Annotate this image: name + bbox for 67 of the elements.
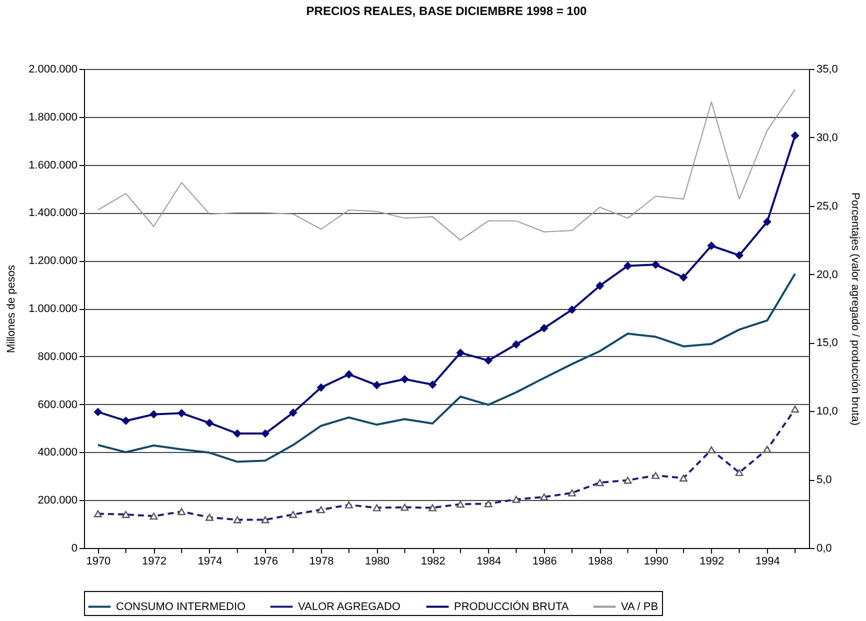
point bbox=[150, 410, 158, 418]
chart-title: PRECIOS REALES, BASE DICIEMBRE 1998 = 100 bbox=[306, 4, 588, 18]
x-tick-label: 1972 bbox=[142, 556, 166, 568]
y2-axis-title: Porcentajes (valor agregado / producción bruta) bbox=[848, 192, 861, 426]
point bbox=[791, 132, 800, 140]
y2-tick-label: 5,0 bbox=[816, 474, 832, 486]
point bbox=[568, 306, 576, 314]
point bbox=[122, 416, 130, 425]
point bbox=[206, 419, 214, 427]
point bbox=[707, 242, 716, 250]
x-tick-label: 1980 bbox=[365, 556, 390, 568]
point bbox=[289, 408, 298, 417]
y2-tick-label: 20,0 bbox=[816, 268, 838, 281]
point bbox=[428, 380, 437, 389]
x-tick-label: 1974 bbox=[198, 556, 222, 568]
point bbox=[94, 408, 102, 416]
y-axis-title: Millones de pesos bbox=[6, 264, 18, 354]
legend-label: VALOR AGREGADO bbox=[298, 600, 401, 613]
point bbox=[233, 430, 242, 438]
y-tick-label: 200.000 bbox=[38, 494, 78, 507]
line-series bbox=[96, 272, 796, 463]
y2-tick-label: 10,0 bbox=[816, 406, 838, 418]
y-tick-label: 400.000 bbox=[38, 446, 78, 459]
point bbox=[178, 409, 186, 418]
point bbox=[680, 273, 688, 282]
point bbox=[624, 262, 632, 270]
y-tick-label: 2.000.000 bbox=[28, 64, 78, 76]
point bbox=[540, 324, 548, 332]
y-tick-label: 1.000.000 bbox=[28, 303, 78, 315]
point bbox=[344, 370, 353, 378]
x-tick-label: 1978 bbox=[309, 556, 334, 568]
point bbox=[372, 381, 381, 390]
y-tick-label: 0 bbox=[71, 542, 78, 554]
point bbox=[261, 430, 270, 438]
point bbox=[763, 218, 772, 226]
y-tick-label: 800.000 bbox=[38, 350, 78, 363]
y-tick-label: 1.200.000 bbox=[28, 255, 78, 268]
legend-label: CONSUMO INTERMEDIO bbox=[116, 600, 246, 613]
y-tick-label: 1.600.000 bbox=[28, 159, 78, 172]
point bbox=[456, 348, 464, 357]
point bbox=[735, 251, 744, 260]
y-tick-label: 1.400.000 bbox=[28, 207, 78, 220]
y2-tick-label: 25,0 bbox=[816, 200, 838, 212]
x-tick-label: 1994 bbox=[755, 556, 780, 568]
point bbox=[317, 384, 325, 392]
point bbox=[484, 356, 492, 364]
x-tick-label: 1986 bbox=[532, 556, 557, 568]
legend-label: VA / PB bbox=[621, 600, 658, 613]
y2-tick-label: 30,0 bbox=[816, 132, 838, 144]
point bbox=[652, 260, 660, 269]
point bbox=[512, 340, 520, 348]
y2-tick-label: 15,0 bbox=[816, 337, 838, 350]
line-series bbox=[97, 89, 796, 241]
y2-tick-label: 0,0 bbox=[816, 542, 832, 554]
x-tick-label: 1970 bbox=[86, 556, 111, 568]
point bbox=[596, 282, 604, 290]
point bbox=[400, 375, 409, 384]
x-tick-label: 1984 bbox=[476, 556, 502, 568]
x-tick-label: 1982 bbox=[420, 556, 446, 568]
legend-label: PRODUCCIÓN BRUTA bbox=[454, 600, 570, 613]
y2-tick-label: 35,0 bbox=[816, 64, 838, 76]
x-tick-label: 1976 bbox=[254, 556, 278, 568]
y-tick-label: 600.000 bbox=[38, 398, 78, 411]
x-tick-label: 1990 bbox=[644, 556, 668, 568]
x-tick-label: 1992 bbox=[700, 556, 724, 568]
y-tick-label: 1.800.000 bbox=[28, 111, 78, 124]
x-tick-label: 1988 bbox=[588, 556, 613, 568]
